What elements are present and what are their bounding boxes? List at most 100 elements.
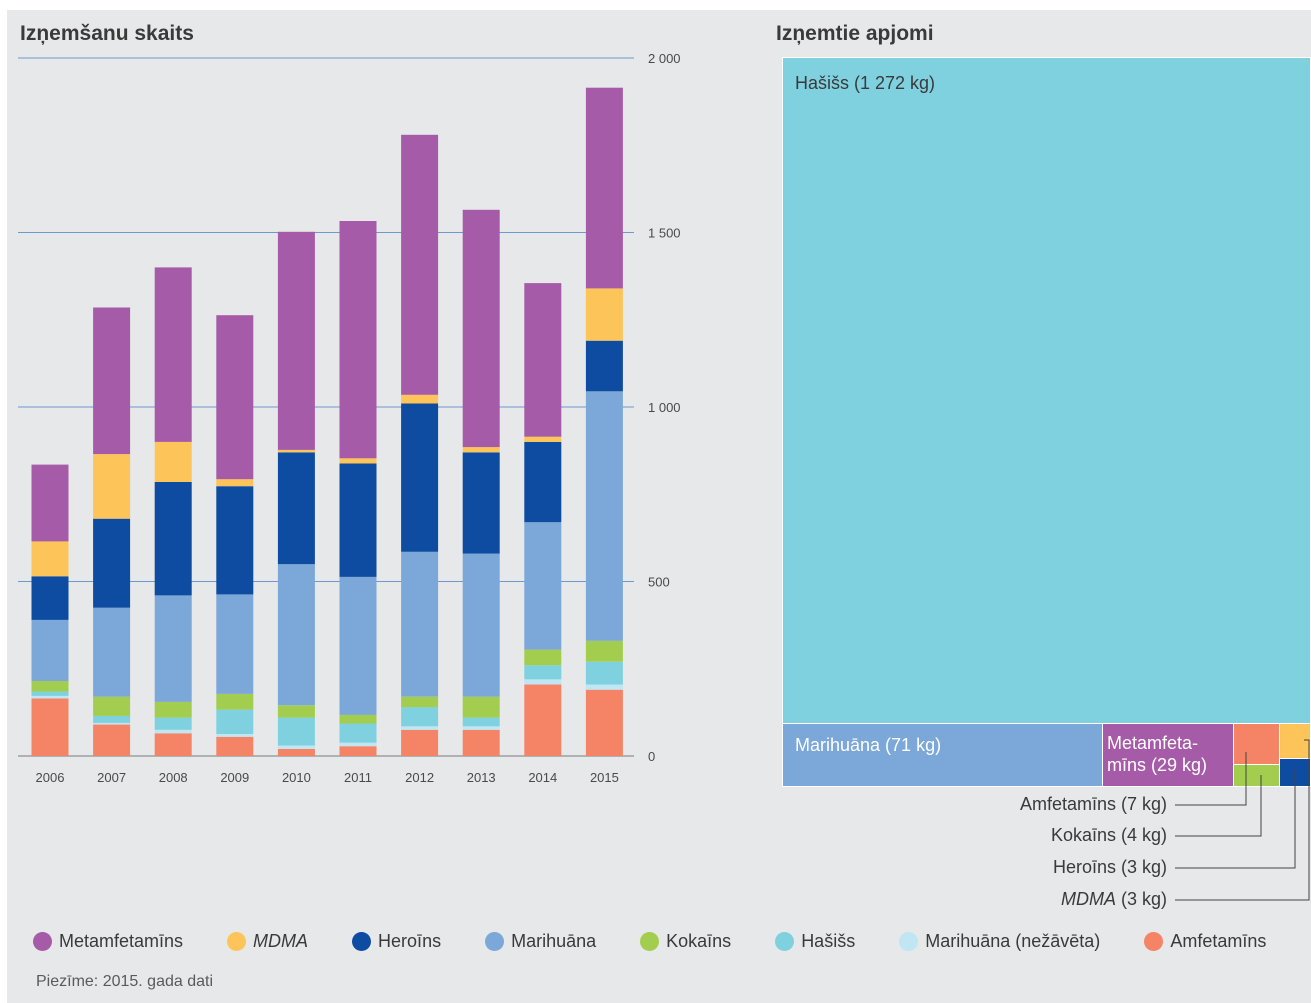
legend: Metamfetamīns MDMA Heroīns Marihuāna Kokaīns… xyxy=(33,928,1303,954)
legend-label: Kokaīns xyxy=(666,930,732,951)
legend-item: Hašišs xyxy=(775,931,855,952)
bar-segment xyxy=(93,454,131,519)
x-tick-label: 2011 xyxy=(344,770,372,785)
treemap-cell-heroins xyxy=(1279,758,1311,787)
legend-swatch xyxy=(775,931,795,951)
bar-segment xyxy=(401,134,439,395)
footnote: Piezīme: 2015. gada dati xyxy=(36,973,214,990)
bar-segment xyxy=(462,452,500,554)
bar-segment xyxy=(585,640,623,662)
bar-segment xyxy=(31,541,69,577)
bar-stack-2013 xyxy=(462,209,500,756)
bar-stack-2010 xyxy=(277,231,315,756)
bar-segment xyxy=(401,394,439,404)
bar-segment xyxy=(154,482,192,596)
bar-segment xyxy=(339,742,377,747)
legend-item: Marihuāna (nežāvēta) xyxy=(899,931,1100,952)
callout-amfetamins: Amfetamīns (7 kg) xyxy=(1019,794,1167,814)
bar-segment xyxy=(401,707,439,727)
bar-segment xyxy=(585,684,623,690)
legend-swatch xyxy=(485,931,505,951)
bar-segment xyxy=(462,553,500,697)
x-tick-label: 2013 xyxy=(467,770,496,785)
y-tick-label: 2 000 xyxy=(648,51,680,66)
legend-label: Metamfetamīns xyxy=(59,930,184,951)
bar-segment xyxy=(93,307,131,455)
callout-kokains: Kokaīns (4 kg) xyxy=(1050,825,1167,845)
bar-segment xyxy=(401,726,439,730)
bar-segment xyxy=(524,665,562,680)
y-tick-label: 0 xyxy=(648,749,655,764)
bar-segment xyxy=(216,736,254,756)
bar-segment xyxy=(524,522,562,650)
legend-item: Amfetamīns xyxy=(1144,931,1266,952)
bar-segment xyxy=(339,714,377,724)
bar-segment xyxy=(524,283,562,437)
treemap-cell-hasiss: Hašišs (1 272 kg) xyxy=(782,57,1311,724)
bar-segment xyxy=(462,717,500,727)
treemap-label-metamfetamins: Metamfeta- mīns (29 kg) xyxy=(1107,733,1208,775)
bar-stack-2011 xyxy=(339,221,377,756)
bar-segment xyxy=(93,518,131,608)
bar-segment xyxy=(93,715,131,723)
bar-segment xyxy=(277,745,315,749)
bar-segment xyxy=(277,452,315,565)
legend-swatch xyxy=(227,931,247,951)
bar-segment xyxy=(154,701,192,718)
bar-segment xyxy=(154,595,192,702)
bar-segment xyxy=(31,619,69,681)
bar-segment xyxy=(277,231,315,450)
bar-segment xyxy=(585,288,623,341)
bar-segment xyxy=(462,696,500,718)
legend-label: Amfetamīns xyxy=(1170,930,1267,951)
bar-segment xyxy=(216,693,254,710)
legend-label: Hašišs xyxy=(801,930,856,951)
bar-segment xyxy=(154,267,192,442)
legend-label: Marihuāna xyxy=(511,930,597,951)
bar-segment xyxy=(585,340,623,392)
legend-item: Metamfetamīns xyxy=(33,931,183,952)
bar-segment xyxy=(216,479,254,487)
legend-item: Heroīns xyxy=(352,931,441,952)
bar-stack-2006 xyxy=(31,464,69,756)
legend-swatch xyxy=(899,931,919,951)
bar-segment xyxy=(401,696,439,708)
legend-label: Marihuāna (nežāvēta) xyxy=(925,930,1101,951)
x-tick-label: 2007 xyxy=(97,770,126,785)
bar-segment xyxy=(462,726,500,730)
y-tick-label: 1 500 xyxy=(648,226,680,241)
bar-segment xyxy=(216,734,254,737)
legend-item: MDMA xyxy=(227,931,308,952)
bar-segment xyxy=(462,209,500,448)
bar-segment xyxy=(31,696,69,699)
bar-segment xyxy=(462,447,500,453)
bar-segment xyxy=(524,649,562,666)
x-tick-label: 2010 xyxy=(282,770,311,785)
x-tick-label: 2006 xyxy=(36,770,65,785)
bar-segment xyxy=(585,661,623,685)
treemap-label-hasiss: Hašišs (1 272 kg) xyxy=(795,73,936,93)
bar-segment xyxy=(93,696,131,716)
bar-segment xyxy=(93,722,131,725)
x-tick-label: 2015 xyxy=(590,770,619,785)
bar-segment xyxy=(524,441,562,523)
bar-segment xyxy=(401,551,439,697)
legend-swatch xyxy=(640,931,660,951)
bar-segment xyxy=(585,87,623,289)
bar-segment xyxy=(93,724,131,756)
bar-segment xyxy=(401,403,439,552)
x-tick-label: 2012 xyxy=(405,770,434,785)
bar-segment xyxy=(216,594,254,694)
treemap: Hašišs (1 272 kg) Marihuāna (71 kg) Meta… xyxy=(782,57,1311,787)
bar-segment xyxy=(216,315,254,480)
treemap-cell-amfetamins xyxy=(1233,723,1280,765)
bar-segment xyxy=(277,449,315,453)
treemap-cell-kokains xyxy=(1233,764,1280,787)
bar-stack-2015 xyxy=(585,87,623,756)
legend-label: Heroīns xyxy=(378,930,442,951)
bar-stack-2012 xyxy=(401,134,439,756)
treemap-label-marihuana: Marihuāna (71 kg) xyxy=(795,735,942,755)
bar-segment xyxy=(339,746,377,756)
bar-segment xyxy=(524,679,562,685)
legend-item: Marihuāna xyxy=(485,931,596,952)
